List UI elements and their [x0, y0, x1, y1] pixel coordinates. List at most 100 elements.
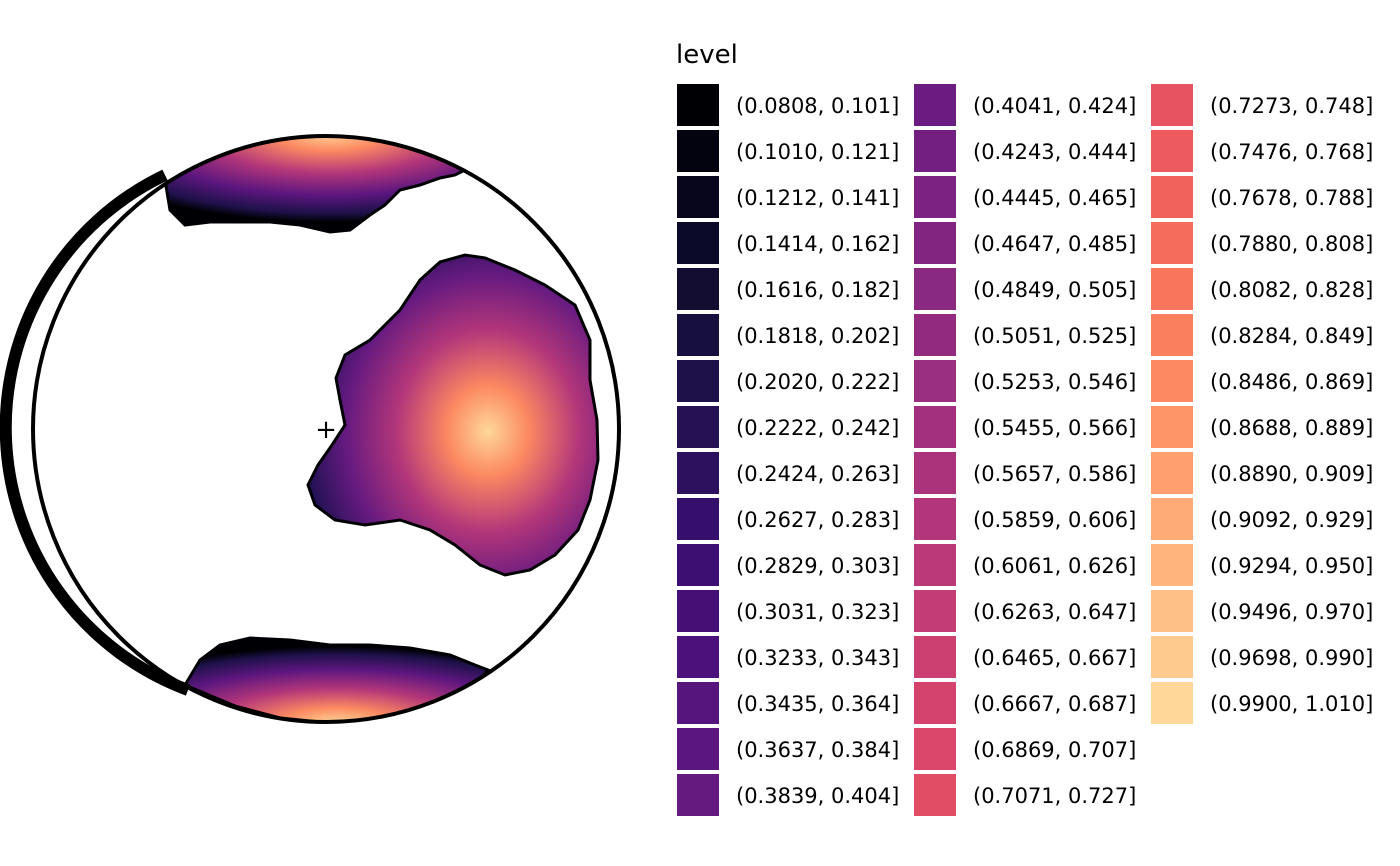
- legend-label: (0.9092, 0.929]: [1210, 508, 1373, 532]
- legend-label: (0.8082, 0.828]: [1210, 278, 1373, 302]
- legend-swatch: [677, 498, 719, 540]
- legend-swatch: [1151, 636, 1193, 678]
- legend-swatch: [1151, 314, 1193, 356]
- legend-label: (0.4445, 0.465]: [973, 186, 1136, 210]
- legend-label: (0.4041, 0.424]: [973, 94, 1136, 118]
- legend-swatch: [1151, 130, 1193, 172]
- legend-label: (0.3435, 0.364]: [736, 692, 899, 716]
- legend: level (0.0808, 0.101] (0.1010, 0.121] (0.1…: [676, 40, 1373, 816]
- legend-swatch: [677, 682, 719, 724]
- legend-label: (0.9496, 0.970]: [1210, 600, 1373, 624]
- legend-swatch: [914, 728, 956, 770]
- legend-label: (0.0808, 0.101]: [736, 94, 899, 118]
- legend-label: (0.9698, 0.990]: [1210, 646, 1373, 670]
- legend-label: (0.5051, 0.525]: [973, 324, 1136, 348]
- legend-swatch: [677, 452, 719, 494]
- legend-swatch: [914, 222, 956, 264]
- legend-label: (0.1616, 0.182]: [736, 278, 899, 302]
- legend-swatch: [914, 314, 956, 356]
- legend-label: (0.1010, 0.121]: [736, 140, 899, 164]
- legend-swatch: [914, 590, 956, 632]
- legend-label: (0.4647, 0.485]: [973, 232, 1136, 256]
- legend-label: (0.6061, 0.626]: [973, 554, 1136, 578]
- legend-label: (0.2222, 0.242]: [736, 416, 899, 440]
- contour-cluster-main: [306, 253, 600, 577]
- legend-swatch: [677, 590, 719, 632]
- legend-swatch: [677, 130, 719, 172]
- legend-label: (0.6667, 0.687]: [973, 692, 1136, 716]
- legend-swatch: [914, 774, 956, 816]
- contour-cluster-top: [163, 136, 469, 234]
- legend-label: (0.7678, 0.788]: [1210, 186, 1373, 210]
- legend-label: (0.5859, 0.606]: [973, 508, 1136, 532]
- legend-label: (0.3839, 0.404]: [736, 784, 899, 808]
- legend-label: (0.2627, 0.283]: [736, 508, 899, 532]
- legend-swatch: [914, 268, 956, 310]
- legend-label: (0.8486, 0.869]: [1210, 370, 1373, 394]
- legend-swatch: [1151, 682, 1193, 724]
- legend-swatch: [1151, 452, 1193, 494]
- legend-swatch: [677, 544, 719, 586]
- legend-swatch: [677, 176, 719, 218]
- polar-boundary-circle: [31, 134, 621, 724]
- legend-swatch: [677, 406, 719, 448]
- legend-label: (0.7880, 0.808]: [1210, 232, 1373, 256]
- legend-swatch: [677, 728, 719, 770]
- legend-swatch: [1151, 222, 1193, 264]
- legend-label: (0.3031, 0.323]: [736, 600, 899, 624]
- legend-swatch: [677, 314, 719, 356]
- legend-swatch: [1151, 544, 1193, 586]
- legend-swatch: [1151, 84, 1193, 126]
- legend-label: (0.2829, 0.303]: [736, 554, 899, 578]
- legend-label: (0.5657, 0.586]: [973, 462, 1136, 486]
- legend-label: (0.1818, 0.202]: [736, 324, 899, 348]
- legend-label: (0.5455, 0.566]: [973, 416, 1136, 440]
- legend-swatch: [677, 636, 719, 678]
- legend-swatch: [1151, 590, 1193, 632]
- legend-label: (0.1414, 0.162]: [736, 232, 899, 256]
- legend-label: (0.4243, 0.444]: [973, 140, 1136, 164]
- legend-swatch: [677, 774, 719, 816]
- contour-clusters: [163, 136, 600, 722]
- legend-label: (0.7476, 0.768]: [1210, 140, 1373, 164]
- legend-label: (0.2020, 0.222]: [736, 370, 899, 394]
- legend-label: (0.6263, 0.647]: [973, 600, 1136, 624]
- legend-label: (0.3233, 0.343]: [736, 646, 899, 670]
- legend-label: (0.8284, 0.849]: [1210, 324, 1373, 348]
- legend-label: (0.4849, 0.505]: [973, 278, 1136, 302]
- legend-swatch: [1151, 406, 1193, 448]
- legend-label: (0.7071, 0.727]: [973, 784, 1136, 808]
- center-marker: +: [315, 415, 337, 445]
- outer-ring-arc: [0, 169, 191, 696]
- legend-label: (0.6465, 0.667]: [973, 646, 1136, 670]
- legend-swatch: [677, 360, 719, 402]
- legend-swatch: [914, 130, 956, 172]
- legend-swatch: [914, 636, 956, 678]
- contour-cluster-bottom: [182, 636, 491, 722]
- legend-label: (0.8688, 0.889]: [1210, 416, 1373, 440]
- legend-label: (0.8890, 0.909]: [1210, 462, 1373, 486]
- legend-swatch: [1151, 268, 1193, 310]
- legend-entries: (0.0808, 0.101] (0.1010, 0.121] (0.1212, 0…: [677, 84, 1373, 816]
- legend-swatch: [914, 176, 956, 218]
- legend-swatch: [914, 544, 956, 586]
- legend-swatch: [1151, 360, 1193, 402]
- legend-swatch: [914, 84, 956, 126]
- legend-label: (0.1212, 0.141]: [736, 186, 899, 210]
- legend-label: (0.5253, 0.546]: [973, 370, 1136, 394]
- legend-swatch: [914, 406, 956, 448]
- legend-swatch: [1151, 176, 1193, 218]
- legend-swatch: [914, 452, 956, 494]
- legend-swatch: [914, 498, 956, 540]
- legend-label: (0.6869, 0.707]: [973, 738, 1136, 762]
- legend-swatch: [1151, 498, 1193, 540]
- legend-label: (0.3637, 0.384]: [736, 738, 899, 762]
- legend-swatch: [677, 222, 719, 264]
- legend-label: (0.9294, 0.950]: [1210, 554, 1373, 578]
- legend-swatch: [914, 360, 956, 402]
- legend-label: (0.2424, 0.263]: [736, 462, 899, 486]
- legend-swatch: [677, 84, 719, 126]
- legend-swatch: [914, 682, 956, 724]
